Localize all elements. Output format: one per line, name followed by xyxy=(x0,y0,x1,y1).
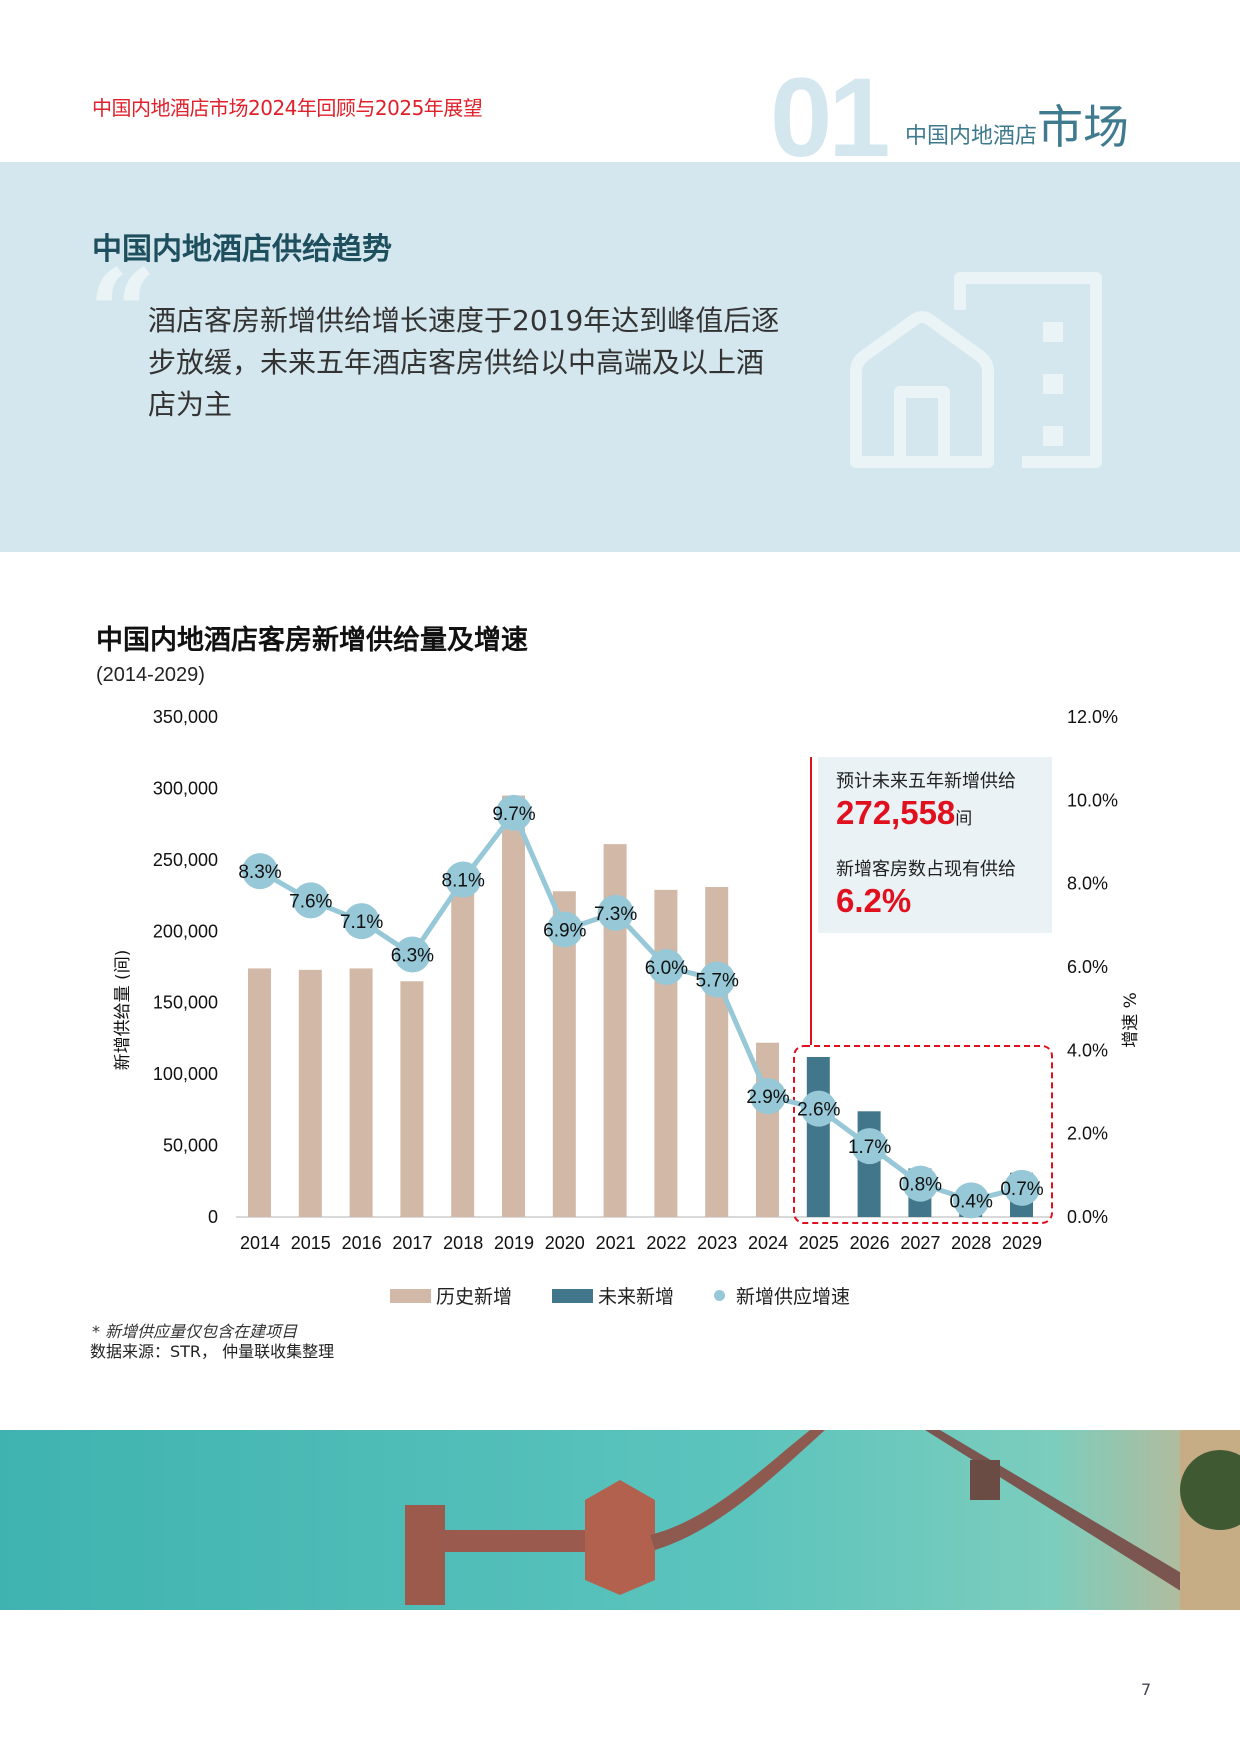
svg-text:10.0%: 10.0% xyxy=(1067,790,1118,810)
banner-quote-text: 酒店客房新增供给增长速度于2019年达到峰值后逐步放缓，未来五年酒店客房供给以中… xyxy=(148,304,780,421)
svg-text:2022: 2022 xyxy=(646,1233,686,1253)
svg-text:150,000: 150,000 xyxy=(153,993,218,1013)
svg-text:250,000: 250,000 xyxy=(153,850,218,870)
quote-mark-icon: “ xyxy=(88,243,158,384)
svg-text:2019: 2019 xyxy=(494,1233,534,1253)
svg-text:2021: 2021 xyxy=(596,1233,636,1253)
legend-future: 未来新增 xyxy=(552,1282,674,1309)
svg-text:6.0%: 6.0% xyxy=(645,958,688,979)
svg-text:8.0%: 8.0% xyxy=(1067,874,1108,894)
bar-2017 xyxy=(400,981,424,1217)
svg-text:2.6%: 2.6% xyxy=(797,1100,840,1121)
svg-text:0.8%: 0.8% xyxy=(899,1175,942,1196)
svg-text:7.1%: 7.1% xyxy=(340,912,383,933)
svg-text:2017: 2017 xyxy=(392,1233,432,1253)
section-label: 中国内地酒店市场 xyxy=(905,104,1129,150)
svg-text:7.3%: 7.3% xyxy=(594,904,637,925)
svg-text:2.9%: 2.9% xyxy=(746,1087,789,1108)
chart-title: 中国内地酒店客房新增供给量及增速 xyxy=(96,625,528,655)
bar-2015 xyxy=(298,969,322,1217)
svg-text:200,000: 200,000 xyxy=(153,921,218,941)
callout-value-supply: 272,558间 xyxy=(836,794,973,831)
svg-text:新增供给量 (间): 新增供给量 (间) xyxy=(113,950,133,1071)
svg-text:2029: 2029 xyxy=(1002,1233,1042,1253)
bar-2018 xyxy=(451,888,475,1217)
svg-text:2028: 2028 xyxy=(951,1233,991,1253)
resort-pier-photo xyxy=(0,1430,1240,1610)
svg-text:2027: 2027 xyxy=(900,1233,940,1253)
svg-text:0: 0 xyxy=(208,1207,218,1227)
chart-subtitle: (2014-2029) xyxy=(96,664,205,686)
svg-text:8.1%: 8.1% xyxy=(442,871,485,892)
svg-text:2.0%: 2.0% xyxy=(1067,1124,1108,1144)
legend-growth: 新增供应增速 xyxy=(714,1282,850,1309)
svg-text:8.3%: 8.3% xyxy=(238,862,281,883)
bar-2021 xyxy=(603,844,627,1217)
forecast-callout: 预计未来五年新增供给 272,558间 新增客房数占现有供给 6.2% xyxy=(818,757,1052,933)
svg-text:50,000: 50,000 xyxy=(163,1136,218,1156)
svg-text:9.7%: 9.7% xyxy=(492,804,535,825)
svg-text:6.0%: 6.0% xyxy=(1067,957,1108,977)
banner-title: 中国内地酒店供给趋势 xyxy=(92,232,392,267)
section-label-small: 中国内地酒店 xyxy=(905,124,1038,149)
bar-2024 xyxy=(756,1042,779,1217)
svg-text:2018: 2018 xyxy=(443,1233,483,1253)
svg-text:6.3%: 6.3% xyxy=(391,946,434,967)
supply-chart: 0 50,000 100,000 150,000 200,000 250,000 300,0… xyxy=(113,707,1141,1253)
footnote: * 新增供应量仅包含在建项目 xyxy=(92,1322,298,1341)
svg-text:12.0%: 12.0% xyxy=(1067,707,1118,727)
bar-2014 xyxy=(248,968,271,1217)
svg-text:2015: 2015 xyxy=(291,1233,331,1253)
summary-banner: 中国内地酒店供给趋势 “ 酒店客房新增供给增长速度于2019年达到峰值后逐步放缓… xyxy=(0,162,1240,552)
svg-text:2026: 2026 xyxy=(850,1233,890,1253)
section-label-large: 市场 xyxy=(1037,100,1130,154)
chart-legend: 历史新增 未来新增 新增供应增速 xyxy=(390,1282,850,1309)
page-number: 7 xyxy=(1141,1680,1152,1699)
legend-historical: 历史新增 xyxy=(390,1282,512,1309)
svg-text:0.7%: 0.7% xyxy=(1000,1179,1043,1200)
svg-text:2025: 2025 xyxy=(799,1233,839,1253)
data-source: 数据来源：STR， 仲量联收集整理 xyxy=(90,1342,335,1361)
svg-text:2014: 2014 xyxy=(240,1233,280,1253)
callout-label-supply: 预计未来五年新增供给 xyxy=(836,771,1016,792)
svg-text:2016: 2016 xyxy=(342,1233,382,1253)
bar-2023 xyxy=(705,887,729,1217)
svg-text:2023: 2023 xyxy=(697,1233,737,1253)
bar-2020 xyxy=(552,891,576,1217)
svg-text:350,000: 350,000 xyxy=(153,707,218,727)
svg-text:2020: 2020 xyxy=(545,1233,585,1253)
svg-text:7.6%: 7.6% xyxy=(289,891,332,912)
callout-label-share: 新增客房数占现有供给 xyxy=(836,859,1016,880)
svg-text:2024: 2024 xyxy=(748,1233,788,1253)
report-title: 中国内地酒店市场2024年回顾与2025年展望 xyxy=(92,96,483,120)
svg-text:300,000: 300,000 xyxy=(153,778,218,798)
house-building-icon xyxy=(850,272,1102,468)
bar-2016 xyxy=(349,968,373,1217)
svg-text:4.0%: 4.0% xyxy=(1067,1040,1108,1060)
svg-text:100,000: 100,000 xyxy=(153,1064,218,1084)
svg-text:1.7%: 1.7% xyxy=(848,1137,891,1158)
svg-text:增速 %: 增速 % xyxy=(1121,992,1141,1048)
svg-text:6.9%: 6.9% xyxy=(543,921,586,942)
bar-2019 xyxy=(502,795,525,1217)
svg-text:0.0%: 0.0% xyxy=(1067,1207,1108,1227)
bar-2022 xyxy=(654,889,678,1217)
svg-text:5.7%: 5.7% xyxy=(696,971,739,992)
section-number: 01 xyxy=(770,55,891,180)
svg-text:0.4%: 0.4% xyxy=(950,1191,993,1212)
bar-2025 xyxy=(806,1057,830,1217)
callout-value-share: 6.2% xyxy=(836,882,912,919)
